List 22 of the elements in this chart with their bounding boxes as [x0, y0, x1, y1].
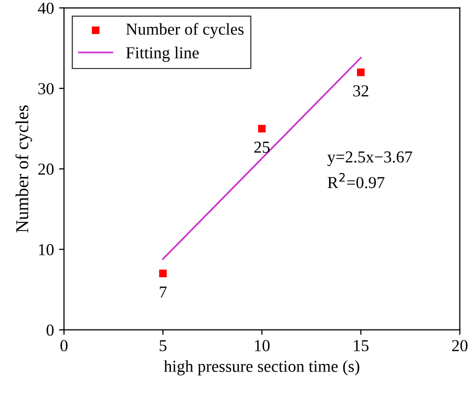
data-label: 25 — [254, 142, 270, 153]
point — [357, 68, 365, 76]
x-axis-title: high pressure section time (s) — [164, 360, 360, 376]
y-tick-label: 20 — [38, 164, 54, 175]
y-tick-label: 0 — [46, 324, 54, 336]
legend-label: Number of cycles — [126, 22, 244, 38]
y-axis-title: Number of cycles — [15, 105, 32, 233]
x-tick-label: 20 — [452, 340, 468, 352]
annotation: y=2.5x−3.67 — [327, 151, 412, 166]
point — [159, 270, 167, 278]
data-label: 7 — [160, 286, 167, 298]
data-label: 32 — [353, 85, 368, 97]
y-tick-label: 30 — [38, 83, 54, 94]
x-tick-label: 5 — [160, 340, 166, 352]
point — [258, 124, 266, 132]
x-tick-label: 0 — [60, 340, 68, 352]
y-tick-label: 10 — [39, 244, 54, 256]
x-tick-label: 10 — [255, 340, 270, 352]
legend-label: Fitting line — [126, 46, 199, 62]
y-tick-label: 40 — [38, 2, 54, 14]
x-tick-label: 15 — [354, 340, 369, 352]
annotation: R$^{2}$=0.97 — [328, 173, 384, 188]
